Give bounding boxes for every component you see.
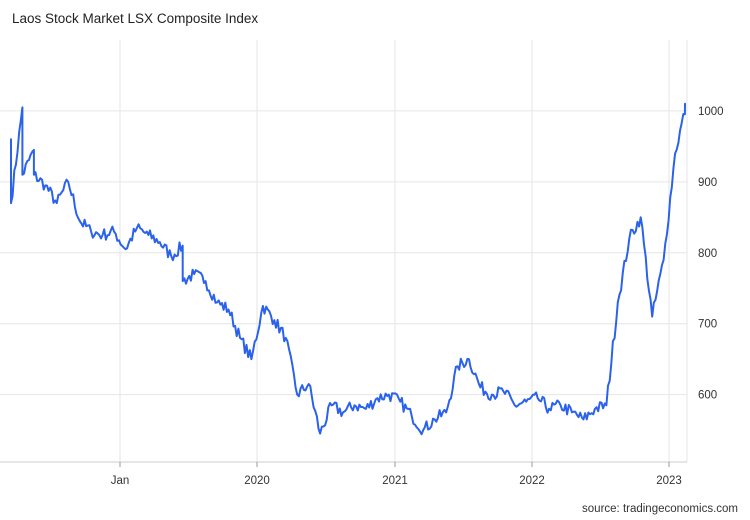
y-tick-label: 900 (698, 177, 717, 189)
chart-title: Laos Stock Market LSX Composite Index (12, 11, 259, 26)
source-attribution: source: tradingeconomics.com (582, 503, 738, 515)
y-tick-label: 1000 (698, 106, 724, 118)
y-axis-labels: 600 700 800 900 1000 (698, 106, 724, 402)
y-tick-label: 700 (698, 319, 717, 331)
x-gridlines (119, 40, 688, 462)
x-tick-label: Jan (111, 475, 130, 487)
x-axis-labels: Jan 2020 2021 2022 2023 (111, 475, 682, 487)
x-tick-label: 2023 (656, 475, 682, 487)
x-axis-ticks (119, 462, 670, 467)
series-line (10, 102, 686, 436)
x-tick-label: 2021 (382, 475, 408, 487)
y-tick-label: 800 (698, 248, 717, 260)
y-tick-label: 600 (698, 390, 717, 402)
y-gridlines (0, 110, 687, 396)
x-tick-label: 2020 (244, 475, 270, 487)
x-tick-label: 2022 (519, 475, 545, 487)
